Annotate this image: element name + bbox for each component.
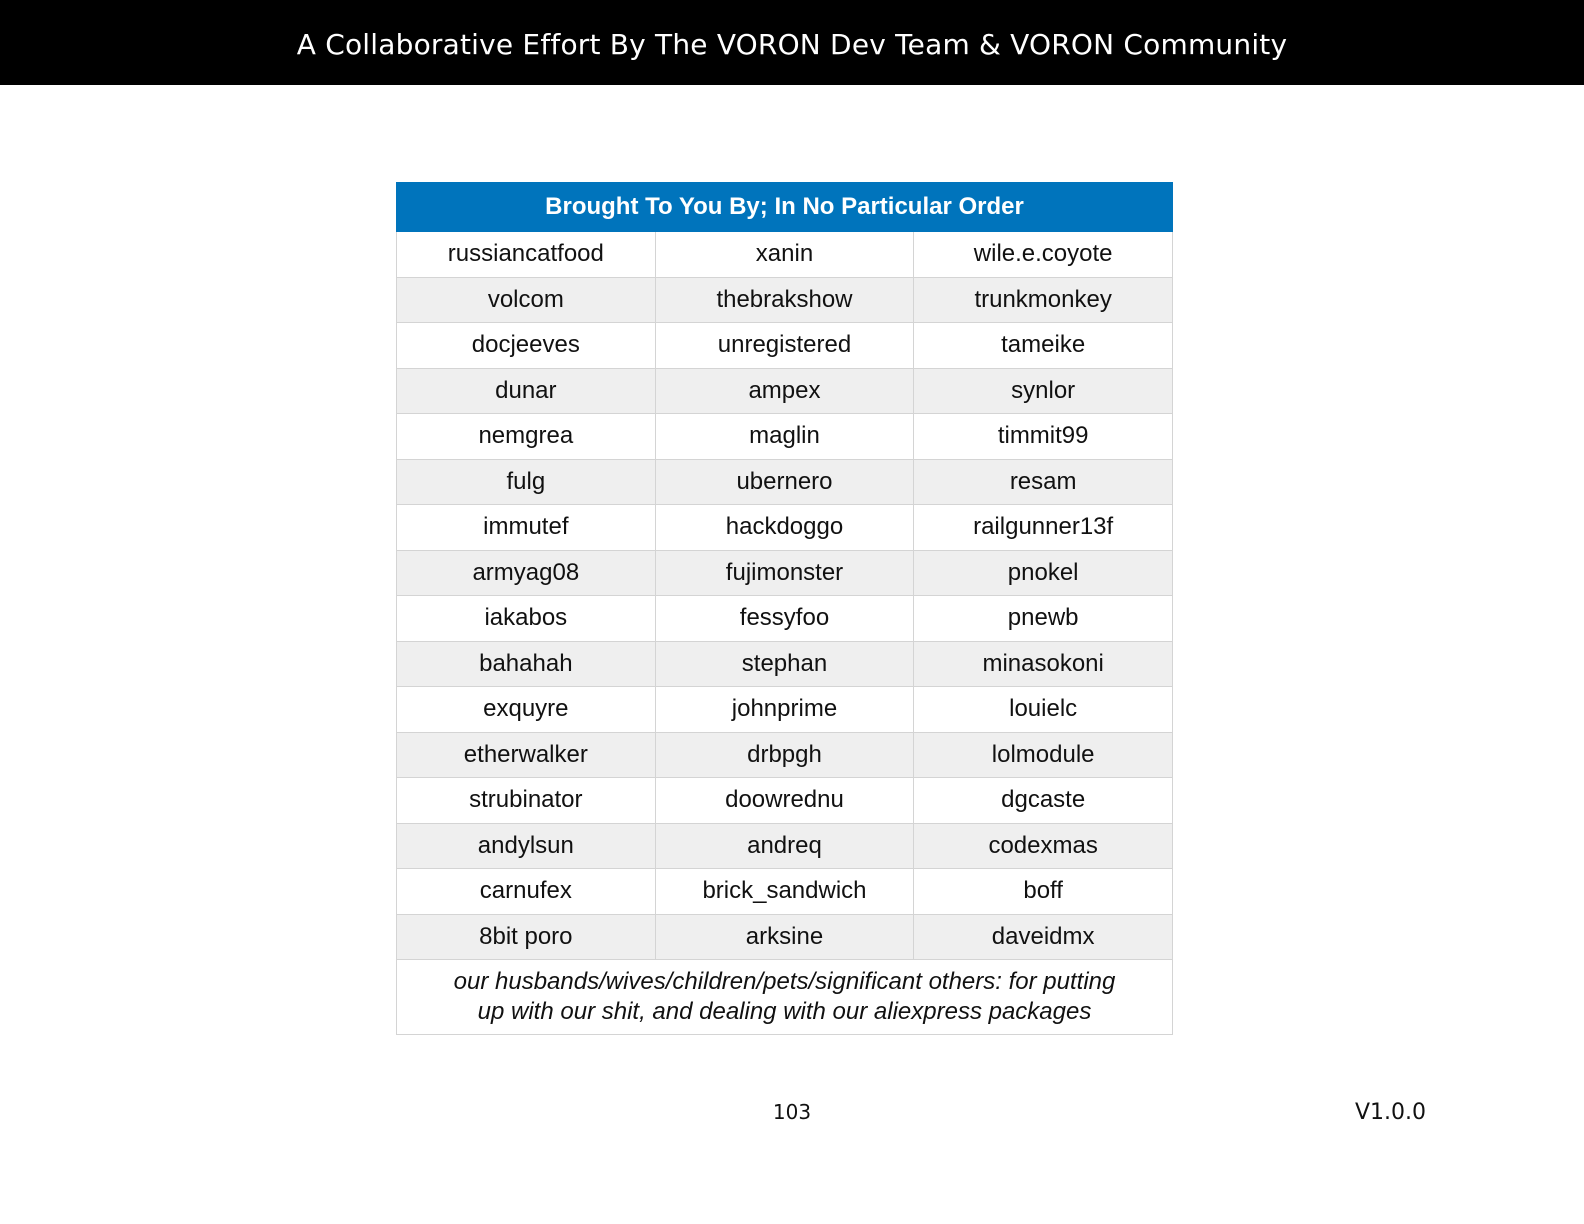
table-row: iakabos fessyfoo pnewb: [396, 595, 1173, 642]
contributor-cell: fessyfoo: [654, 595, 915, 642]
contributor-cell: immutef: [396, 504, 656, 551]
contributor-cell: unregistered: [654, 322, 915, 369]
table-row: nemgrea maglin timmit99: [396, 413, 1173, 460]
contributor-cell: pnokel: [913, 549, 1173, 596]
table-row: volcom thebrakshow trunkmonkey: [396, 276, 1173, 323]
contributor-cell: carnufex: [396, 868, 656, 915]
banner-title: A Collaborative Effort By The VORON Dev …: [296, 28, 1288, 61]
page-number: 103: [772, 1100, 812, 1124]
contributor-cell: volcom: [396, 276, 656, 323]
thanks-row: our husbands/wives/children/pets/signifi…: [396, 959, 1173, 1035]
contributor-cell: pnewb: [913, 595, 1173, 642]
contributor-cell: dgcaste: [913, 777, 1173, 824]
contributor-cell: etherwalker: [396, 731, 656, 778]
contributor-cell: trunkmonkey: [913, 276, 1173, 323]
table-row: russiancatfood xanin wile.e.coyote: [396, 231, 1173, 278]
contributor-cell: ampex: [654, 367, 915, 414]
contributor-cell: resam: [913, 458, 1173, 505]
table-row: immutef hackdoggo railgunner13f: [396, 504, 1173, 551]
table-row: etherwalker drbpgh lolmodule: [396, 731, 1173, 778]
contributor-cell: brick_sandwich: [654, 868, 915, 915]
header-banner: A Collaborative Effort By The VORON Dev …: [0, 0, 1584, 85]
contributor-cell: bahahah: [396, 640, 656, 687]
thanks-line-1: our husbands/wives/children/pets/signifi…: [453, 968, 1116, 995]
contributor-cell: daveidmx: [913, 913, 1173, 960]
contributor-cell: armyag08: [396, 549, 656, 596]
contributor-cell: minasokoni: [913, 640, 1173, 687]
contributor-cell: andreq: [654, 822, 915, 869]
contributor-cell: timmit99: [913, 413, 1173, 460]
contributor-cell: louielc: [913, 686, 1173, 733]
credits-body: russiancatfood xanin wile.e.coyote volcom th…: [396, 231, 1173, 960]
contributor-cell: synlor: [913, 367, 1173, 414]
table-row: exquyre johnprime louielc: [396, 686, 1173, 733]
contributor-cell: stephan: [654, 640, 915, 687]
contributor-cell: dunar: [396, 367, 656, 414]
contributor-cell: andylsun: [396, 822, 656, 869]
contributor-cell: ubernero: [654, 458, 915, 505]
table-row: carnufex brick_sandwich boff: [396, 868, 1173, 915]
contributor-cell: russiancatfood: [396, 231, 656, 278]
contributor-cell: fujimonster: [654, 549, 915, 596]
contributor-cell: nemgrea: [396, 413, 656, 460]
contributor-cell: thebrakshow: [654, 276, 915, 323]
table-row: fulg ubernero resam: [396, 458, 1173, 505]
table-row: armyag08 fujimonster pnokel: [396, 549, 1173, 596]
table-title: Brought To You By; In No Particular Orde…: [396, 182, 1173, 232]
contributor-cell: maglin: [654, 413, 915, 460]
table-row: bahahah stephan minasokoni: [396, 640, 1173, 687]
contributor-cell: drbpgh: [654, 731, 915, 778]
thanks-cell: our husbands/wives/children/pets/signifi…: [396, 959, 1173, 1035]
contributor-cell: xanin: [654, 231, 915, 278]
thanks-line-2: up with our shit, and dealing with our a…: [477, 998, 1092, 1025]
table-row: 8bit poro arksine daveidmx: [396, 913, 1173, 960]
contributor-cell: doowrednu: [654, 777, 915, 824]
contributor-cell: codexmas: [913, 822, 1173, 869]
contributor-cell: lolmodule: [913, 731, 1173, 778]
contributor-cell: tameike: [913, 322, 1173, 369]
table-header-row: Brought To You By; In No Particular Orde…: [396, 182, 1173, 232]
table-row: dunar ampex synlor: [396, 367, 1173, 414]
contributor-cell: 8bit poro: [396, 913, 656, 960]
contributor-cell: wile.e.coyote: [913, 231, 1173, 278]
credits-table: Brought To You By; In No Particular Orde…: [396, 182, 1173, 1035]
table-row: andylsun andreq codexmas: [396, 822, 1173, 869]
table-row: docjeeves unregistered tameike: [396, 322, 1173, 369]
contributor-cell: johnprime: [654, 686, 915, 733]
contributor-cell: railgunner13f: [913, 504, 1173, 551]
contributor-cell: exquyre: [396, 686, 656, 733]
version-label: V1.0.0: [1354, 1100, 1426, 1125]
table-row: strubinator doowrednu dgcaste: [396, 777, 1173, 824]
contributor-cell: strubinator: [396, 777, 656, 824]
contributor-cell: boff: [913, 868, 1173, 915]
contributor-cell: arksine: [654, 913, 915, 960]
contributor-cell: hackdoggo: [654, 504, 915, 551]
contributor-cell: fulg: [396, 458, 656, 505]
contributor-cell: docjeeves: [396, 322, 656, 369]
contributor-cell: iakabos: [396, 595, 656, 642]
